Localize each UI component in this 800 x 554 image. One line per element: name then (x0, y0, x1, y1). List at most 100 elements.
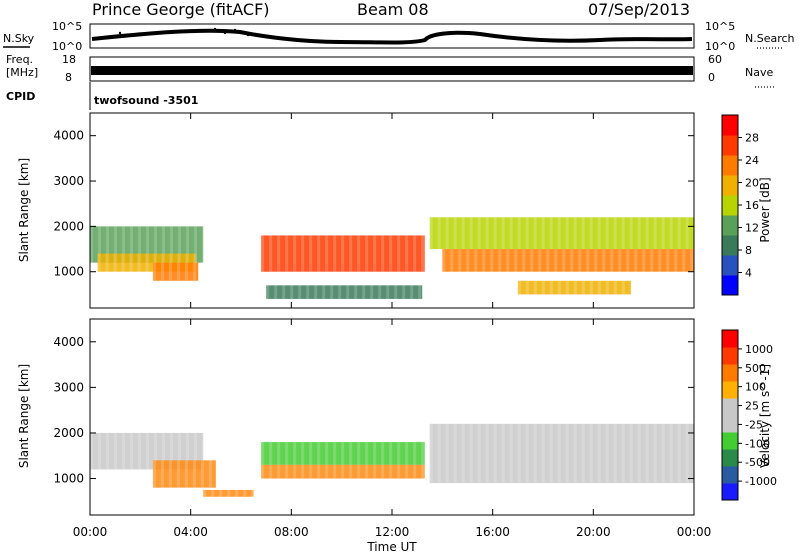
velocity-region-3-stripe (389, 442, 393, 465)
velocity-colorbar-segment (722, 330, 738, 348)
power-region-6-stripe (626, 249, 630, 272)
power-region-0-stripe (194, 226, 197, 263)
power-region-6-stripe (538, 249, 542, 272)
velocity-region-5-stripe (581, 423, 585, 484)
velocity-y-ticks: 1000 2000 3000 4000 (53, 335, 694, 486)
power-region-5-stripe (693, 217, 697, 250)
power-region-2-stripe (168, 262, 172, 281)
velocity-region-4-stripe (261, 464, 265, 479)
power-colorbar-tick-label: 16 (745, 199, 759, 212)
velocity-region-3-stripe (373, 442, 377, 465)
power-region-6-stripe (634, 249, 638, 272)
power-region-6-stripe (498, 249, 502, 272)
power-region-6-stripe (666, 249, 670, 272)
power-region-5-stripe (509, 217, 513, 250)
power-region-3-stripe (397, 235, 401, 272)
power-region-0-stripe (178, 226, 181, 263)
power-region-5-stripe (581, 217, 585, 250)
velocity-region-0-stripe (106, 432, 109, 470)
power-region-3-stripe (421, 235, 425, 272)
power-region-6-stripe (594, 249, 598, 272)
power-region-6-stripe (546, 249, 550, 272)
velocity-ylabel: Slant Range [km] (17, 364, 31, 468)
freq-label: Freq. (6, 53, 33, 66)
velocity-region-3-stripe (293, 442, 297, 465)
velocity-region-4 (261, 464, 425, 479)
power-region-7-stripe (589, 280, 593, 295)
power-region-4-stripe (338, 285, 342, 299)
velocity-region-0-stripe (130, 432, 133, 470)
power-region-3-stripe (405, 235, 409, 272)
power-region-5 (429, 217, 694, 250)
power-region-2-stripe (176, 262, 180, 281)
power-region-6-stripe (466, 249, 470, 272)
velocity-region-3-stripe (301, 442, 305, 465)
power-region-7-stripe (629, 280, 633, 295)
power-region-0-stripe (154, 226, 157, 263)
velocity-region-3-stripe (285, 442, 289, 465)
velocity-region-4-stripe (293, 464, 297, 479)
date-title: 07/Sep/2013 (588, 0, 690, 19)
velocity-colorbar-segment (722, 466, 738, 484)
velocity-region-5-stripe (493, 423, 497, 484)
freq-unit: [MHz] (6, 66, 38, 79)
power-region-6-stripe (514, 249, 518, 272)
power-region-7-stripe (573, 280, 577, 295)
nsky-trace (91, 28, 693, 45)
power-region-6 (442, 249, 694, 272)
velocity-region-5-stripe (653, 423, 657, 484)
velocity-ytick-label: 1000 (53, 472, 84, 486)
velocity-colorbar-segment (722, 381, 738, 399)
power-region-5-stripe (677, 217, 681, 250)
power-region-1-stripe (105, 253, 109, 272)
velocity-region-5-stripe (541, 423, 545, 484)
power-heatmap-marks (90, 217, 697, 299)
power-region-3-stripe (293, 235, 297, 272)
power-region-3-stripe (277, 235, 281, 272)
velocity-colorbar-tick-label: -100 (745, 437, 770, 450)
velocity-region-3-stripe (357, 442, 361, 465)
velocity-region-2-stripe (219, 489, 223, 497)
velocity-region-4-stripe (381, 464, 385, 479)
velocity-region-4-stripe (301, 464, 305, 479)
power-region-1-stripe (113, 253, 117, 272)
power-region-0-stripe (146, 226, 149, 263)
power-region-7-stripe (597, 280, 601, 295)
power-region-1-stripe (137, 253, 141, 272)
velocity-region-4-stripe (341, 464, 345, 479)
velocity-region-1-stripe (192, 460, 196, 488)
power-region-3-stripe (349, 235, 353, 272)
velocity-region-0-stripe (146, 432, 149, 470)
power-region-5-stripe (477, 217, 481, 250)
velocity-region-4-stripe (333, 464, 337, 479)
power-region-7-stripe (565, 280, 569, 295)
velocity-region-5-stripe (477, 423, 481, 484)
power-region-3 (261, 235, 425, 272)
power-ylabel: Slant Range [km] (17, 158, 31, 262)
power-region-6-stripe (482, 249, 486, 272)
velocity-colorbar-segment (722, 432, 738, 450)
nsky-tick-bottom: 10^0 (52, 40, 82, 53)
velocity-region-3 (261, 442, 425, 465)
power-region-4 (266, 285, 423, 299)
power-region-6-stripe (642, 249, 646, 272)
velocity-region-5-stripe (461, 423, 465, 484)
power-region-5-stripe (517, 217, 521, 250)
power-colorbar-segment (722, 195, 738, 216)
velocity-region-2-stripe (243, 489, 247, 497)
power-colorbar-segment (722, 115, 738, 136)
x-tick-label: 08:00 (274, 525, 309, 539)
x-tick-label: 00:00 (73, 525, 108, 539)
velocity-heatmap-marks (90, 423, 697, 497)
power-region-5-stripe (605, 217, 609, 250)
power-colorbar-segment (722, 275, 738, 296)
power-region-4-stripe (354, 285, 358, 299)
velocity-region-5-stripe (437, 423, 441, 484)
velocity-region-1-stripe (152, 460, 156, 488)
velocity-region-0-stripe (194, 432, 197, 470)
power-region-6-stripe (602, 249, 606, 272)
power-region-0-stripe (114, 226, 117, 263)
power-region-4-stripe (410, 285, 414, 299)
power-colorbar-label: Power [dB] (758, 177, 772, 242)
power-region-5-stripe (613, 217, 617, 250)
